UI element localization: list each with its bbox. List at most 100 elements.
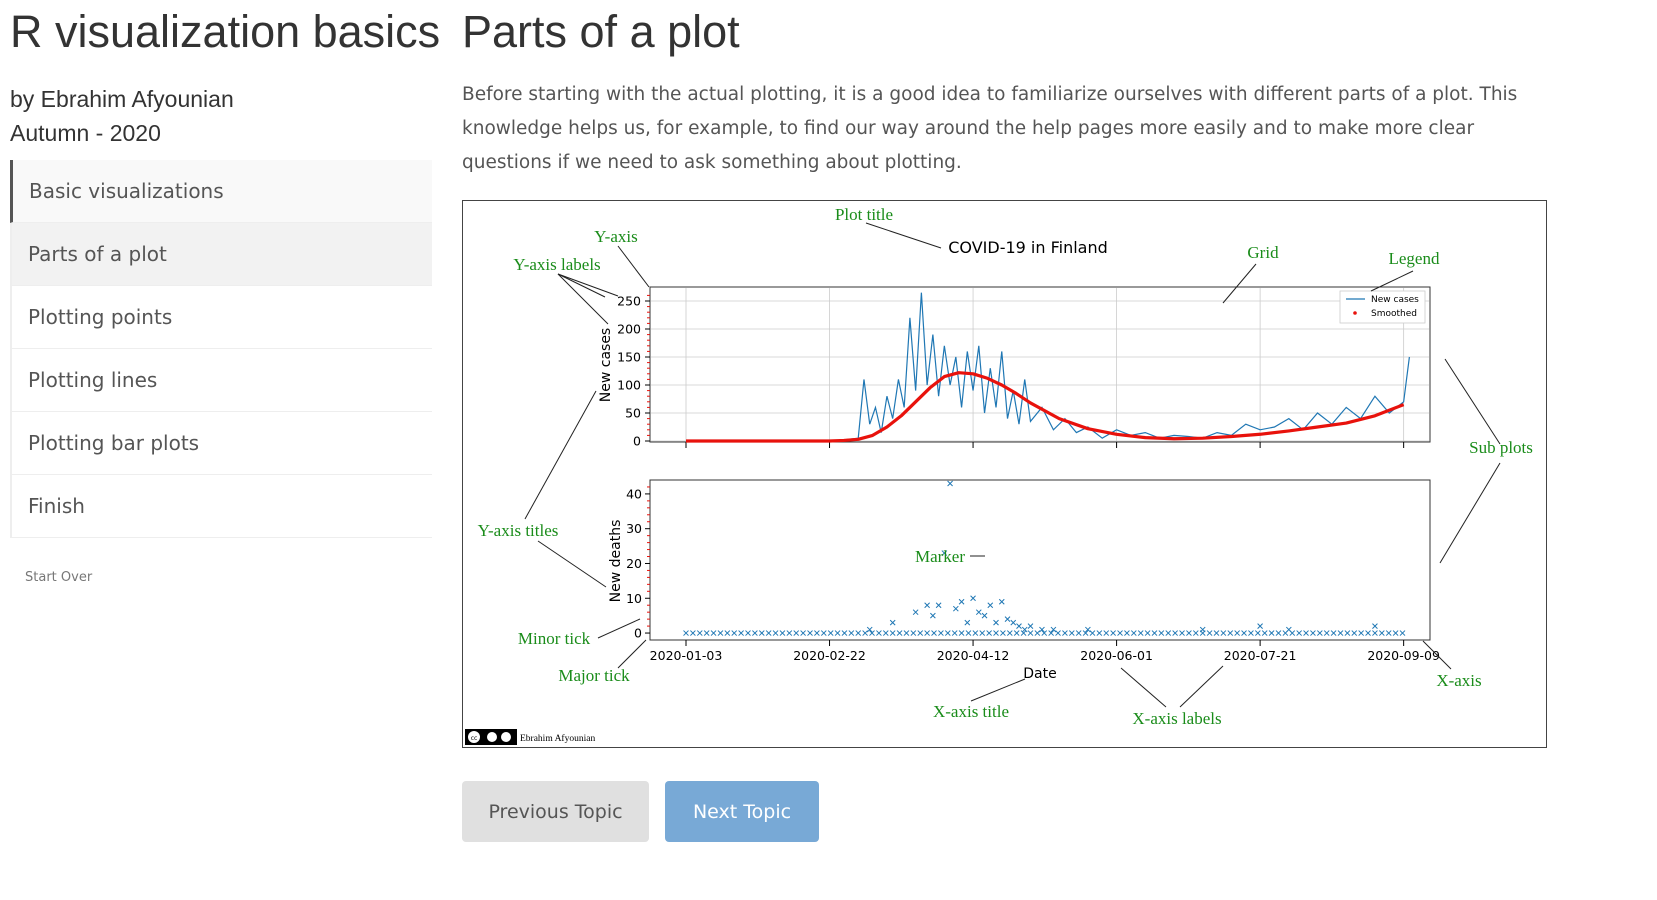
- bottom-plot-series: [683, 480, 1406, 636]
- grid-lines: [651, 288, 1429, 442]
- annotation-plot-title: Plot title: [835, 205, 893, 224]
- death-marker: [696, 630, 703, 636]
- death-marker: [1048, 630, 1054, 636]
- death-marker: [986, 630, 992, 636]
- bottom-y-tick-label-3: 30: [626, 521, 642, 536]
- death-marker: [1085, 626, 1091, 633]
- death-marker: [683, 630, 689, 636]
- annotation-x-axis-title: X-axis title: [933, 702, 1009, 721]
- death-marker: [947, 480, 953, 487]
- annotation-x-axis: X-axis: [1436, 671, 1481, 690]
- death-marker: [1110, 630, 1116, 636]
- top-y-tick-label-1: 50: [625, 406, 641, 421]
- death-marker: [972, 630, 979, 636]
- death-marker: [1055, 630, 1061, 636]
- x-tick-label-0: 2020-01-03: [650, 648, 723, 663]
- nav-item-plotting-points[interactable]: Plotting points: [10, 286, 432, 349]
- app-title: R visualization basics: [10, 6, 441, 57]
- x-tick-label-1: 2020-02-22: [793, 648, 866, 663]
- nav-item-basic-visualizations[interactable]: Basic visualizations: [10, 160, 432, 223]
- death-marker: [889, 619, 896, 626]
- death-marker: [951, 630, 958, 636]
- nav-item-finish[interactable]: Finish: [10, 475, 432, 538]
- annotated-plot-svg: 0 50 100 150 200 250 0 10 20 30 40 2020-01-03 2020-…: [465, 205, 1533, 745]
- death-marker: [1117, 630, 1123, 636]
- top-plot-series: [686, 292, 1410, 443]
- death-marker: [924, 630, 930, 636]
- death-marker: [1227, 630, 1234, 636]
- death-marker: [841, 630, 848, 636]
- death-marker: [1248, 630, 1254, 636]
- death-marker: [1013, 630, 1020, 636]
- date-line: Autumn - 2020: [10, 120, 161, 146]
- bottom-plot-axes: 0 10 20 30 40 2020-01-03 2020-02-22 2020-04-12 2…: [626, 486, 1440, 663]
- death-marker: [1234, 630, 1241, 636]
- top-y-tick-label-0: 0: [633, 434, 641, 449]
- death-marker: [1199, 626, 1206, 633]
- figure-credit: Ebrahim Afyounian: [520, 733, 595, 744]
- death-marker: [896, 630, 903, 636]
- start-over-link[interactable]: Start Over: [25, 570, 93, 585]
- bottom-plot-frame: [649, 479, 1431, 641]
- death-marker: [987, 602, 994, 609]
- annotation-minor-tick: Minor tick: [518, 629, 591, 648]
- legend-dot-swatch: [1353, 311, 1357, 315]
- annotation-sub-plots: Sub plots: [1469, 438, 1533, 457]
- top-y-tick-label-4: 200: [617, 322, 641, 337]
- death-marker: [1310, 630, 1316, 636]
- death-marker: [993, 630, 999, 636]
- previous-topic-button[interactable]: Previous Topic: [462, 781, 649, 842]
- death-marker: [941, 550, 948, 556]
- x-tick-label-4: 2020-07-21: [1224, 648, 1297, 663]
- new-cases-line: [686, 292, 1410, 442]
- legend-label-new-cases: New cases: [1371, 295, 1419, 305]
- nav-item-plotting-lines[interactable]: Plotting lines: [10, 349, 432, 412]
- death-marker: [1041, 630, 1048, 636]
- legend: New cases Smoothed: [1339, 290, 1426, 324]
- parts-of-plot-figure: 0 50 100 150 200 250 0 10 20 30 40 2020-01-03 2020-…: [462, 200, 1547, 748]
- death-marker: [848, 630, 855, 636]
- death-marker: [1124, 630, 1130, 636]
- death-marker: [731, 630, 738, 636]
- death-marker: [1130, 630, 1137, 636]
- death-marker: [1192, 630, 1199, 636]
- nav-item-parts-of-a-plot[interactable]: Parts of a plot: [10, 223, 432, 286]
- death-marker: [1399, 630, 1406, 636]
- death-marker: [807, 630, 813, 636]
- death-marker: [1039, 626, 1045, 633]
- death-marker: [1392, 630, 1399, 636]
- death-marker: [1089, 630, 1096, 636]
- death-marker: [827, 630, 834, 636]
- death-marker: [1358, 630, 1365, 636]
- death-marker: [1165, 630, 1172, 636]
- death-marker: [752, 630, 758, 636]
- death-marker: [970, 595, 976, 602]
- page-title: Parts of a plot: [462, 6, 740, 57]
- death-marker: [1296, 630, 1303, 636]
- svg-text:cc: cc: [471, 735, 478, 742]
- death-marker: [862, 630, 868, 636]
- death-marker: [703, 630, 710, 636]
- death-marker: [786, 630, 793, 636]
- death-marker: [917, 630, 924, 636]
- death-marker: [772, 630, 779, 636]
- death-marker: [1268, 630, 1275, 636]
- next-topic-button[interactable]: Next Topic: [665, 781, 819, 842]
- death-marker: [834, 630, 841, 636]
- death-marker: [1351, 630, 1358, 636]
- death-marker: [1254, 630, 1261, 636]
- death-marker: [1323, 630, 1330, 636]
- death-marker: [1062, 630, 1068, 636]
- death-marker: [1261, 630, 1268, 636]
- bottom-y-tick-label-0: 0: [634, 626, 642, 641]
- annotation-major-tick: Major tick: [558, 666, 630, 685]
- death-marker: [889, 630, 896, 636]
- death-marker: [820, 630, 827, 636]
- death-marker: [1096, 630, 1103, 636]
- death-marker: [866, 626, 873, 633]
- bottom-y-tick-label-1: 10: [626, 591, 642, 606]
- nav-item-plotting-bar-plots[interactable]: Plotting bar plots: [10, 412, 432, 475]
- death-marker: [1004, 616, 1011, 622]
- death-marker: [910, 630, 917, 636]
- death-marker: [1372, 623, 1378, 629]
